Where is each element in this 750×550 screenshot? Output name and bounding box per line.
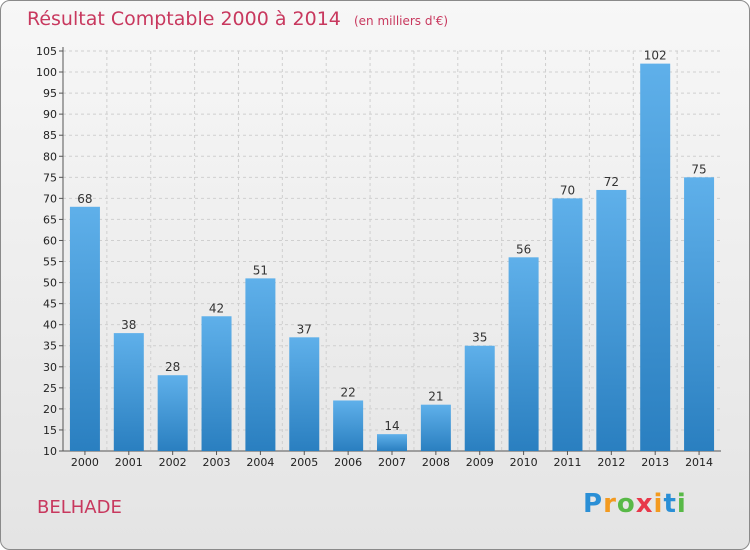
y-tick-label: 35 [43,340,57,353]
x-tick-label: 2002 [159,456,187,469]
logo-letter: P [583,489,604,519]
chart-title-block: Résultat Comptable 2000 à 2014 (en milli… [27,8,448,30]
bar-2007[interactable] [377,434,407,451]
bar-2013[interactable] [640,63,671,451]
bar-2011[interactable] [552,198,583,451]
bar-2012[interactable] [596,189,627,451]
place-name: BELHADE [37,497,122,518]
y-tick-label: 60 [43,234,57,247]
x-tick-label: 2004 [246,456,274,469]
y-tick-label: 90 [43,108,57,121]
y-tick-label: 55 [43,256,57,269]
x-tick-label: 2010 [510,456,538,469]
data-label: 102 [644,49,667,63]
logo-letter: t [663,489,677,519]
logo-letter: r [603,489,617,519]
x-tick-label: 2012 [597,456,625,469]
bar-2005[interactable] [289,337,320,451]
logo-letter: i [676,489,687,519]
y-tick-label: 100 [36,66,57,79]
logo-letter: x [635,489,654,519]
y-tick-label: 75 [43,171,57,184]
y-tick-label: 15 [43,424,57,437]
y-tick-label: 95 [43,87,57,100]
data-label: 21 [428,390,443,404]
y-tick-label: 10 [43,445,57,458]
y-tick-label: 50 [43,277,57,290]
logo-letter: i [653,489,664,519]
data-label: 22 [340,385,355,399]
x-tick-label: 2008 [422,456,450,469]
x-tick-label: 2000 [71,456,99,469]
x-tick-label: 2013 [641,456,669,469]
data-label: 72 [604,175,619,189]
y-tick-label: 105 [36,45,57,58]
x-tick-label: 2001 [115,456,143,469]
x-tick-label: 2014 [685,456,713,469]
bar-2002[interactable] [157,375,188,451]
y-tick-label: 25 [43,382,57,395]
chart-title: Résultat Comptable 2000 à 2014 [27,8,341,30]
bar-2000[interactable] [69,206,100,451]
data-label: 35 [472,331,487,345]
y-tick-label: 85 [43,129,57,142]
x-tick-label: 2006 [334,456,362,469]
data-label: 75 [691,162,706,176]
y-tick-label: 80 [43,150,57,163]
x-tick-label: 2005 [290,456,318,469]
bar-2014[interactable] [684,177,715,451]
bar-2009[interactable] [464,345,495,451]
bar-2001[interactable] [113,333,144,451]
y-tick-label: 45 [43,298,57,311]
y-tick-label: 70 [43,192,57,205]
x-tick-label: 2007 [378,456,406,469]
data-label: 42 [209,301,224,315]
logo-letter: o [616,489,636,519]
y-tick-label: 20 [43,403,57,416]
bar-2008[interactable] [420,404,451,451]
bar-2003[interactable] [201,316,232,451]
data-label: 56 [516,242,531,256]
bar-2004[interactable] [245,278,276,451]
data-label: 14 [384,419,399,433]
y-tick-label: 65 [43,213,57,226]
proxiti-logo[interactable]: Proxiti [583,489,687,519]
data-label: 37 [297,322,312,336]
data-label: 38 [121,318,136,332]
data-label: 70 [560,183,575,197]
y-tick-label: 30 [43,361,57,374]
x-tick-label: 2003 [203,456,231,469]
chart-subtitle: (en milliers d'€) [353,14,449,28]
x-tick-label: 2009 [466,456,494,469]
data-label: 28 [165,360,180,374]
x-tick-label: 2011 [553,456,581,469]
data-label: 51 [253,263,268,277]
data-label: 68 [77,192,92,206]
y-tick-label: 40 [43,319,57,332]
bar-2006[interactable] [333,400,364,451]
bar-2010[interactable] [508,257,539,451]
